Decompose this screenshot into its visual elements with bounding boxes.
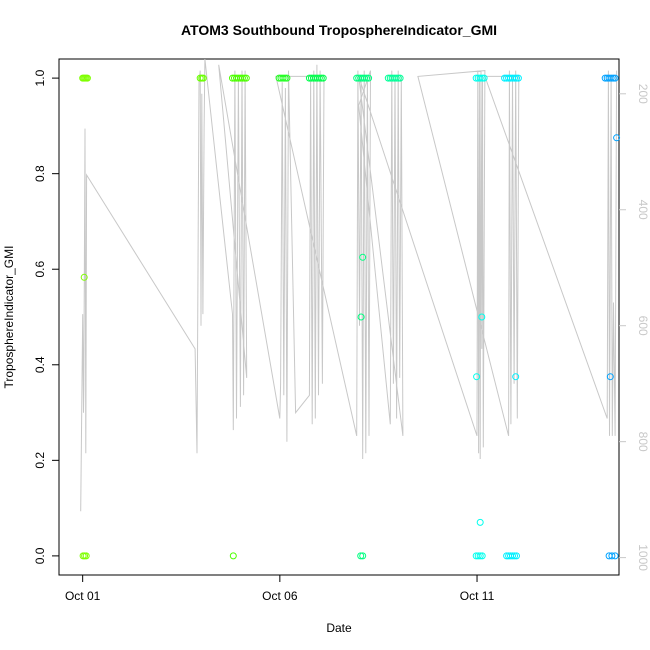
- data-point: [315, 74, 323, 82]
- data-point: [512, 373, 520, 381]
- data-point: [83, 74, 91, 82]
- data-point: [478, 74, 486, 82]
- data-point: [363, 74, 371, 82]
- y-tick-label: 0.6: [33, 261, 47, 278]
- data-point: [82, 552, 90, 560]
- data-point: [611, 552, 619, 560]
- y-tick-label: 0.8: [33, 165, 47, 182]
- data-point: [359, 552, 367, 560]
- right-axis: 200 400 600 800 1000: [619, 84, 650, 571]
- data-point: [283, 74, 291, 82]
- right-tick-label: 400: [636, 200, 650, 220]
- data-point: [238, 74, 246, 82]
- data-point: [474, 552, 482, 560]
- y-tick-label: 0.2: [33, 452, 47, 469]
- data-point: [281, 74, 289, 82]
- data-point: [473, 373, 481, 381]
- data-point: [357, 313, 365, 321]
- data-point: [513, 74, 520, 82]
- chart-title: ATOM3 Southbound TroposphereIndicator_GM…: [181, 22, 497, 38]
- data-point: [357, 552, 365, 560]
- data-point: [317, 74, 325, 82]
- data-point: [511, 552, 518, 560]
- y-tick-label: 0.4: [33, 356, 47, 373]
- data-point: [199, 74, 207, 82]
- data-point: [319, 74, 327, 82]
- y-tick-label: 0.0: [33, 547, 47, 564]
- data-point: [359, 253, 367, 261]
- x-tick-label: Oct 01: [65, 589, 101, 603]
- pressure-line-layer: [80, 58, 618, 512]
- y-tick-label: 1.0: [33, 69, 47, 86]
- right-tick-label: 600: [636, 316, 650, 336]
- data-point: [613, 134, 621, 142]
- right-tick-label: 1000: [636, 544, 650, 571]
- data-point: [478, 552, 486, 560]
- data-point: [480, 74, 488, 82]
- data-point: [229, 552, 237, 560]
- data-point: [513, 552, 520, 560]
- data-point: [476, 552, 484, 560]
- data-point: [396, 74, 404, 82]
- x-tick-label: Oct 06: [262, 589, 298, 603]
- right-tick-label: 200: [636, 84, 650, 104]
- data-point: [478, 313, 486, 321]
- data-point: [240, 74, 248, 82]
- data-point: [511, 74, 518, 82]
- data-point: [365, 74, 373, 82]
- data-point: [476, 74, 484, 82]
- y-axis-label: TroposphereIndicator_GMI: [2, 246, 16, 389]
- data-point: [242, 74, 250, 82]
- data-point: [611, 74, 619, 82]
- data-point: [509, 552, 516, 560]
- data-point: [609, 74, 617, 82]
- data-point: [514, 74, 522, 82]
- data-point: [394, 74, 402, 82]
- pressure-line: [80, 58, 618, 512]
- data-point: [608, 552, 616, 560]
- plot-frame: [58, 58, 620, 576]
- x-tick-label: Oct 11: [460, 589, 495, 603]
- data-point: [361, 74, 369, 82]
- x-axis-label: Date: [326, 621, 352, 635]
- data-point: [606, 373, 614, 381]
- data-point: [279, 74, 287, 82]
- x-axis: Oct 01 Oct 06 Oct 11: [65, 574, 495, 603]
- right-tick-label: 800: [636, 432, 650, 452]
- y-axis: 0.0 0.2 0.4 0.6 0.8 1.0: [33, 69, 59, 564]
- points-layer: [79, 74, 621, 560]
- data-point: [607, 74, 615, 82]
- data-point: [476, 518, 484, 526]
- data-point: [80, 273, 88, 281]
- data-point: [392, 74, 400, 82]
